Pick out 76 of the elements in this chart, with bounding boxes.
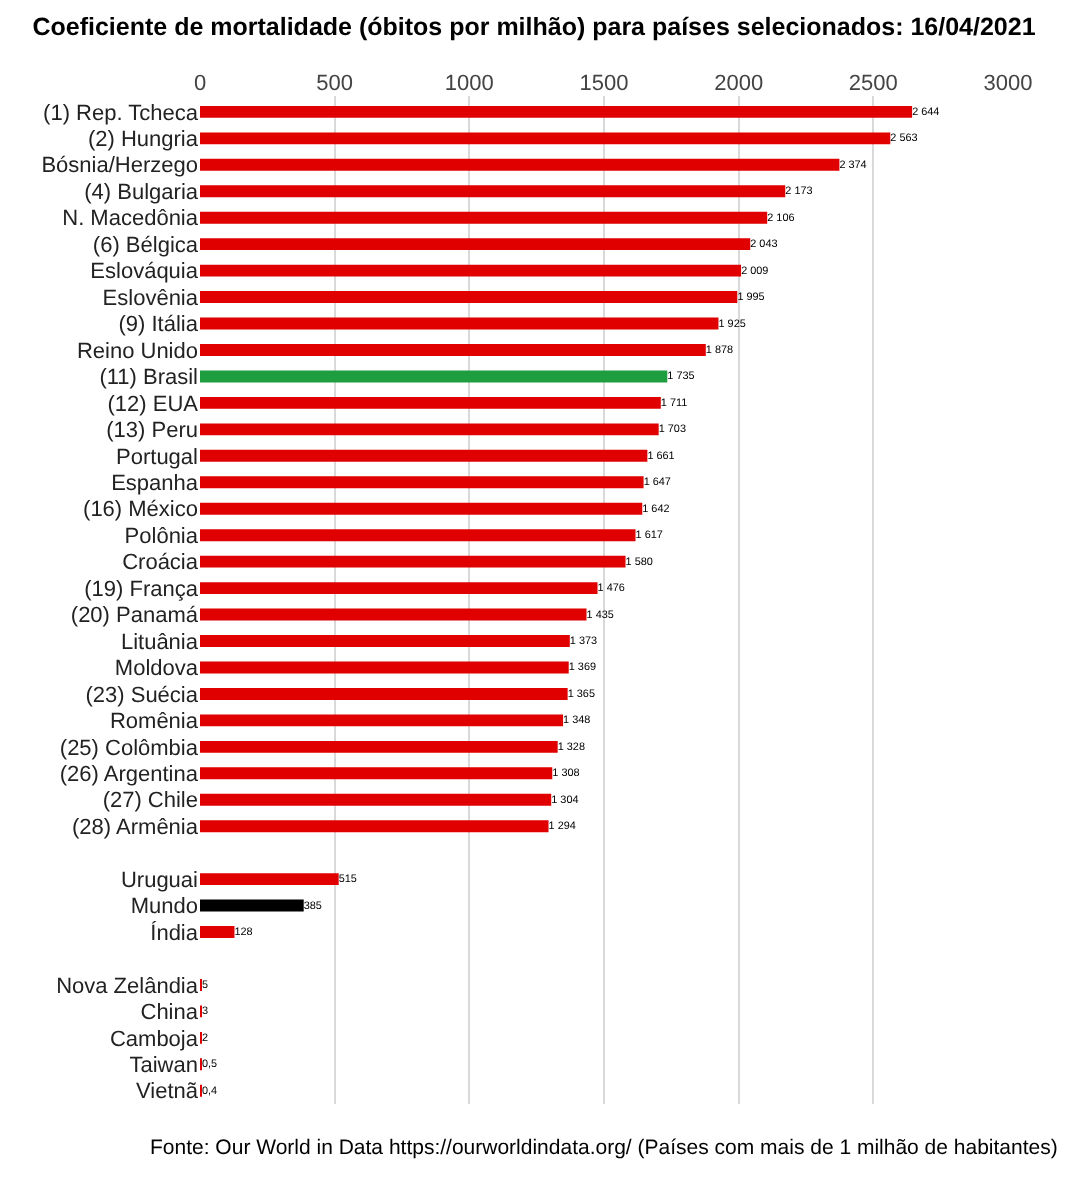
y-tick-label: Romênia [109,710,200,735]
y-tick-label: (12) EUA [107,392,200,417]
y-tick-label: Taiwan [129,1054,198,1079]
chart-title: Coeficiente de mortalidade (óbitos por milhão) para países selecionados: 16/04/2021 [32,13,1036,42]
y-tick-label: (20) Panamá [70,604,200,629]
y-tick-label: (26) Argentina [59,763,200,787]
bar [200,105,913,118]
y-tick-label: Eslovênia [102,286,200,311]
x-tick-label: 1500 [579,71,629,96]
y-tick-label: China [140,1001,200,1026]
source-note: Fonte: Our World in Data https://ourworldindata.org/ (Países com mais de 1 milhão de habitantes) [150,1136,1058,1160]
y-tick-label: (23) Suécia [85,683,200,708]
y-tick-label: Nova Zelândia [56,974,200,999]
bar [200,185,786,198]
bar [200,291,738,304]
bar [200,264,742,277]
bar [200,370,668,383]
bar [200,502,643,515]
y-tick-label: Índia [150,919,200,946]
bar [200,211,768,224]
y-tick-label: Uruguai [120,868,198,893]
y-tick-label: (6) Bélgica [92,233,200,258]
y-tick-label: Camboja [109,1027,200,1052]
y-tick-label: (27) Chile [102,789,198,814]
bar [200,661,569,674]
y-tick-label: Croácia [122,551,200,576]
y-tick-label: (4) Bulgaria [84,180,200,205]
bar [200,608,587,621]
bar [200,899,304,912]
bar [200,396,661,409]
bar [200,423,659,436]
bar [200,926,235,938]
y-tick-label: Vietnã [136,1080,200,1105]
bar [200,714,564,727]
y-tick-label: (13) Peru [106,419,198,444]
y-tick-label: (11) Brasil [99,366,198,391]
bar [200,449,648,462]
y-tick-label: (16) México [83,498,198,523]
bar [200,158,840,171]
y-tick-label: Eslováquia [90,260,200,285]
y-tick-label: N. Macedônia [62,207,200,232]
bar [200,317,719,330]
bar [200,555,626,568]
x-tick-label: 1000 [444,71,494,96]
bar [200,740,558,753]
y-tick-label: Moldova [114,657,200,682]
x-tick-label: 2500 [848,71,898,96]
x-tick-label: 3000 [983,71,1033,96]
bar [200,873,339,886]
y-tick-label: (19) França [84,577,200,602]
y-tick-label: (9) Itália [118,313,200,338]
bar [200,687,568,700]
bar [200,582,598,595]
x-tick-label: 0 [193,71,207,96]
y-tick-label: Reino Unido [76,339,198,364]
bar [200,344,706,356]
bar [200,820,549,833]
bar [200,635,570,647]
bar [200,238,751,251]
y-tick-label: Portugal [116,445,198,470]
bar [200,793,552,806]
y-tick-label: (1) Rep. Tcheca [43,101,200,126]
bar [200,529,636,542]
bar [200,132,891,145]
y-tick-label: (28) Armênia [72,815,200,840]
y-tick-label: Bósnia/Herzego [41,154,198,179]
y-tick-label: Espanha [111,471,200,496]
y-tick-label: Polônia [124,524,200,549]
y-tick-label: (2) Hungria [87,128,200,153]
bar [200,476,644,489]
x-tick-label: 500 [316,71,354,96]
y-tick-label: (25) Colômbia [59,736,200,761]
bar [200,767,553,780]
y-tick-label: Mundo [130,895,198,920]
x-tick-label: 2000 [714,71,764,96]
y-tick-label: Lituânia [120,630,200,655]
